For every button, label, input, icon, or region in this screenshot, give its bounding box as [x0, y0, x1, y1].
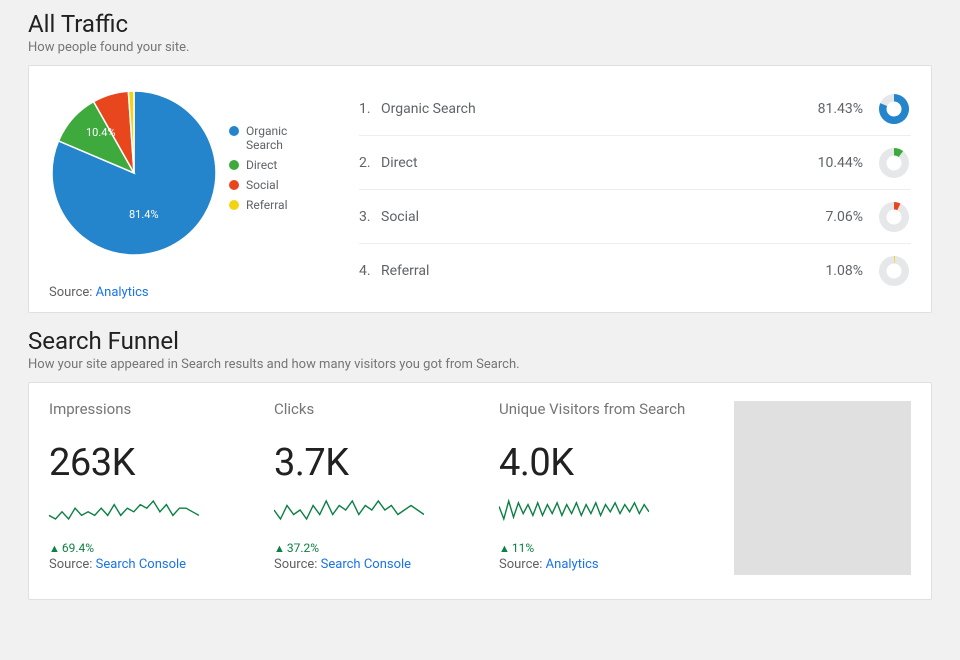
- metric-value: 3.7K: [274, 441, 499, 485]
- legend-item: Social: [229, 178, 306, 192]
- traffic-row-percent: 10.44%: [793, 155, 863, 171]
- metric-sparkline: [49, 497, 274, 527]
- traffic-row-mini-chart: [877, 92, 911, 126]
- source-link[interactable]: Search Console: [321, 557, 411, 572]
- traffic-row-index: 4.: [359, 263, 381, 279]
- metric-title: Impressions: [49, 401, 274, 435]
- traffic-row[interactable]: 3.Social7.06%: [359, 190, 911, 244]
- metric-title: Unique Visitors from Search: [499, 401, 724, 435]
- traffic-row-label: Direct: [381, 155, 793, 171]
- traffic-row[interactable]: 2.Direct10.44%: [359, 136, 911, 190]
- metric-source: Source: Search Console: [274, 557, 499, 572]
- traffic-row-percent: 7.06%: [793, 209, 863, 225]
- all-traffic-card: 81.4% 10.4% Organic Search Direct Social Ref…: [28, 65, 932, 313]
- traffic-row-mini-chart: [877, 146, 911, 180]
- traffic-row-percent: 81.43%: [793, 101, 863, 117]
- traffic-row-index: 1.: [359, 101, 381, 117]
- legend-item: Direct: [229, 158, 306, 172]
- analytics-link[interactable]: Analytics: [96, 285, 149, 300]
- all-traffic-title: All Traffic: [28, 10, 932, 38]
- pie-slice-label: 10.4%: [86, 126, 116, 139]
- traffic-row-label: Social: [381, 209, 793, 225]
- traffic-row-mini-chart: [877, 254, 911, 288]
- traffic-row-index: 2.: [359, 155, 381, 171]
- arrow-up-icon: ▲: [49, 542, 60, 555]
- traffic-source-list: 1.Organic Search81.43%2.Direct10.44%3.So…: [349, 82, 911, 298]
- metric-sparkline: [499, 497, 724, 527]
- traffic-pie-chart: 81.4% 10.4%: [49, 88, 219, 258]
- traffic-legend: Organic Search Direct Social Referral: [229, 88, 306, 218]
- search-funnel-title: Search Funnel: [28, 327, 932, 355]
- arrow-up-icon: ▲: [499, 542, 510, 555]
- traffic-row-mini-chart: [877, 200, 911, 234]
- metric-sparkline: [274, 497, 499, 527]
- pie-slice-label: 81.4%: [129, 208, 159, 221]
- source-link[interactable]: Search Console: [96, 557, 186, 572]
- traffic-row-label: Referral: [381, 263, 793, 279]
- funnel-metric: Clicks 3.7K ▲37.2% Source: Search Console: [274, 401, 499, 575]
- metric-value: 263K: [49, 441, 274, 485]
- funnel-metric: Impressions 263K ▲69.4% Source: Search Cons…: [49, 401, 274, 575]
- traffic-row-index: 3.: [359, 209, 381, 225]
- legend-item: Referral: [229, 198, 306, 212]
- traffic-row-percent: 1.08%: [793, 263, 863, 279]
- source-link[interactable]: Analytics: [546, 557, 599, 572]
- all-traffic-subtitle: How people found your site.: [28, 40, 932, 55]
- traffic-row[interactable]: 1.Organic Search81.43%: [359, 82, 911, 136]
- metric-source: Source: Search Console: [49, 557, 274, 572]
- funnel-metric: Unique Visitors from Search 4.0K ▲11% Sourc…: [499, 401, 724, 575]
- metric-title: Clicks: [274, 401, 499, 435]
- search-funnel-card: Impressions263K▲69.4%Source: Search Cons…: [28, 382, 932, 600]
- legend-item: Organic Search: [229, 124, 306, 152]
- funnel-placeholder-box: [734, 401, 911, 575]
- arrow-up-icon: ▲: [274, 542, 285, 555]
- traffic-source-line: Source: Analytics: [49, 285, 149, 300]
- metric-delta: ▲69.4%: [49, 541, 274, 555]
- metric-source: Source: Analytics: [499, 557, 724, 572]
- metric-delta: ▲11%: [499, 541, 724, 555]
- metric-delta: ▲37.2%: [274, 541, 499, 555]
- traffic-row-label: Organic Search: [381, 101, 793, 117]
- metric-value: 4.0K: [499, 441, 724, 485]
- search-funnel-subtitle: How your site appeared in Search results…: [28, 357, 932, 372]
- traffic-row[interactable]: 4.Referral1.08%: [359, 244, 911, 298]
